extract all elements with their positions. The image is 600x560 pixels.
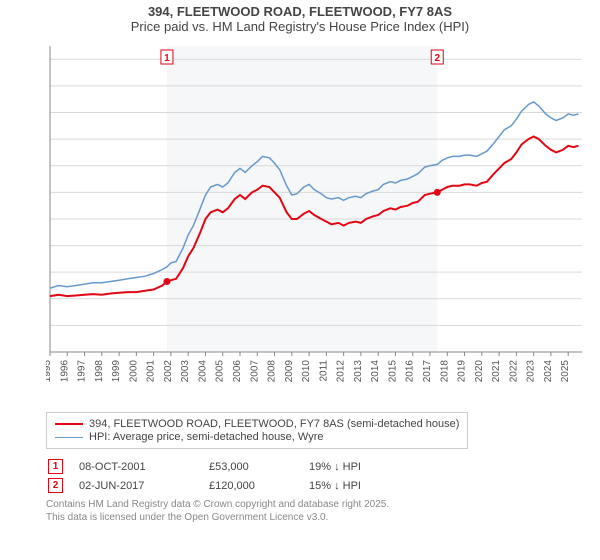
shaded-region [167,46,437,352]
title-line1: 394, FLEETWOOD ROAD, FLEETWOOD, FY7 8AS [0,4,600,19]
x-tick-label: 2004 [197,360,208,382]
sale-row-2: 2 02-JUN-2017 £120,000 15% ↓ HPI [48,478,586,493]
legend-row-1: 394, FLEETWOOD ROAD, FLEETWOOD, FY7 8AS … [55,418,459,430]
x-tick-label: 2013 [353,360,364,382]
x-tick-label: 2019 [457,360,468,382]
x-tick-label: 2000 [128,360,139,382]
x-tick-label: 2008 [267,360,278,382]
x-tick-label: 2006 [232,360,243,382]
legend-swatch-blue [55,437,83,438]
legend-box: 394, FLEETWOOD ROAD, FLEETWOOD, FY7 8AS … [46,412,468,449]
x-tick-label: 1997 [77,360,88,382]
x-tick-label: 2007 [249,360,260,382]
sale-hpi-1: 19% ↓ HPI [309,461,419,473]
legend-label-2: HPI: Average price, semi-detached house,… [89,431,323,443]
x-tick-label: 2015 [387,360,398,382]
x-tick-label: 2001 [146,360,157,382]
x-tick-label: 2017 [422,360,433,382]
x-tick-label: 2023 [526,360,537,382]
title-block: 394, FLEETWOOD ROAD, FLEETWOOD, FY7 8AS … [0,0,600,34]
x-tick-label: 1999 [111,360,122,382]
sale-marker-1: 1 [48,459,63,474]
x-tick-label: 1995 [46,360,53,382]
x-tick-label: 2016 [405,360,416,382]
legend-label-1: 394, FLEETWOOD ROAD, FLEETWOOD, FY7 8AS … [89,418,459,430]
x-tick-label: 2020 [474,360,485,382]
x-tick-label: 2021 [491,360,502,382]
sale-date-2: 02-JUN-2017 [79,480,209,492]
sale-date-1: 08-OCT-2001 [79,461,209,473]
x-tick-label: 2018 [439,360,450,382]
footer: Contains HM Land Registry data © Crown c… [46,499,586,524]
sale-row-1: 1 08-OCT-2001 £53,000 19% ↓ HPI [48,459,586,474]
footer-line2: This data is licensed under the Open Gov… [46,512,586,525]
x-tick-label: 2003 [180,360,191,382]
x-tick-label: 1998 [94,360,105,382]
title-line2: Price paid vs. HM Land Registry's House … [0,19,600,34]
sale-price-1: £53,000 [209,461,309,473]
x-tick-label: 2014 [370,360,381,382]
chart-container: 394, FLEETWOOD ROAD, FLEETWOOD, FY7 8AS … [0,0,600,560]
legend-row-2: HPI: Average price, semi-detached house,… [55,431,459,443]
sale-marker-dot [163,278,170,285]
sale-hpi-2: 15% ↓ HPI [309,480,419,492]
x-tick-label: 2010 [301,360,312,382]
x-tick-label: 2011 [318,360,329,382]
x-tick-label: 2024 [543,360,554,382]
x-tick-label: 2025 [560,360,571,382]
sale-marker-2: 2 [48,478,63,493]
sale-marker-dot [434,189,441,196]
chart-area: £0£20K£40K£60K£80K£100K£120K£140K£160K£1… [46,42,586,382]
x-tick-label: 2002 [163,360,174,382]
sale-marker-num: 1 [164,53,170,64]
x-tick-label: 2009 [284,360,295,382]
x-tick-label: 2005 [215,360,226,382]
sale-marker-num: 2 [434,53,440,64]
x-tick-label: 1996 [59,360,70,382]
x-tick-label: 2022 [508,360,519,382]
legend-area: 394, FLEETWOOD ROAD, FLEETWOOD, FY7 8AS … [46,412,586,524]
sale-price-2: £120,000 [209,480,309,492]
chart-svg: £0£20K£40K£60K£80K£100K£120K£140K£160K£1… [46,42,586,382]
legend-swatch-red [55,423,83,425]
footer-line1: Contains HM Land Registry data © Crown c… [46,499,586,512]
x-tick-label: 2012 [336,360,347,382]
